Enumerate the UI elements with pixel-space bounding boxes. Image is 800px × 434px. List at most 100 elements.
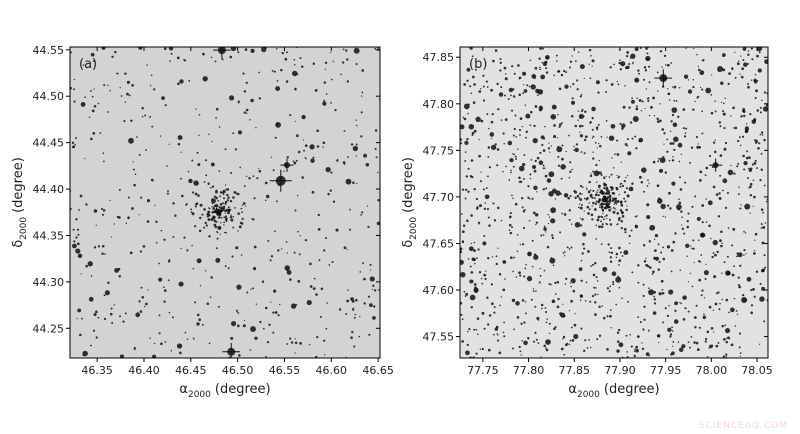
star	[195, 202, 199, 206]
star	[737, 139, 740, 143]
star	[286, 156, 289, 159]
star	[544, 60, 548, 64]
star	[742, 107, 746, 111]
star	[465, 188, 468, 191]
star	[646, 203, 650, 207]
star	[541, 143, 544, 147]
star	[633, 354, 636, 358]
star	[722, 55, 725, 58]
star	[632, 61, 634, 64]
star	[721, 324, 724, 328]
star	[594, 141, 597, 144]
star	[507, 140, 513, 146]
star	[683, 135, 687, 138]
star	[538, 106, 544, 111]
star	[609, 66, 612, 69]
star	[90, 137, 93, 141]
star	[647, 97, 650, 100]
star	[584, 299, 587, 302]
star	[236, 311, 239, 313]
star	[331, 261, 334, 264]
star	[185, 203, 188, 206]
star	[176, 343, 183, 349]
star	[355, 155, 358, 157]
star	[533, 185, 538, 191]
axis-subscript: 2000	[19, 217, 29, 240]
star	[628, 234, 631, 238]
star	[610, 173, 613, 176]
star	[725, 337, 727, 340]
star	[761, 241, 765, 245]
star	[698, 278, 702, 282]
star	[576, 88, 579, 91]
star	[480, 171, 482, 173]
star	[588, 338, 590, 341]
y-tick-label: 47.85	[423, 51, 455, 64]
star	[571, 115, 574, 118]
star	[513, 256, 515, 259]
star	[95, 336, 98, 339]
star	[330, 101, 332, 104]
star	[610, 309, 612, 311]
star	[620, 182, 623, 185]
star	[760, 168, 763, 171]
star	[658, 157, 660, 160]
star	[275, 122, 281, 128]
star	[525, 263, 527, 266]
star	[275, 200, 278, 203]
star	[127, 196, 130, 199]
star	[497, 206, 500, 210]
star	[629, 121, 633, 124]
star	[697, 68, 701, 72]
star	[258, 97, 262, 100]
star	[511, 298, 516, 303]
star	[488, 166, 491, 169]
star	[325, 327, 328, 330]
star	[215, 196, 218, 200]
star	[369, 263, 372, 266]
star	[570, 285, 572, 288]
star	[538, 57, 541, 60]
star	[712, 239, 718, 246]
star	[548, 332, 551, 335]
star	[490, 88, 493, 92]
star	[687, 281, 690, 283]
star	[472, 280, 474, 282]
star	[363, 302, 366, 305]
star	[635, 348, 639, 353]
star	[764, 222, 767, 224]
star	[377, 199, 380, 202]
star	[215, 189, 218, 192]
star	[732, 106, 735, 110]
star	[596, 218, 600, 222]
star	[228, 95, 235, 101]
star	[635, 107, 639, 111]
star	[705, 221, 708, 224]
star	[540, 356, 542, 358]
star	[275, 86, 281, 91]
star	[176, 56, 180, 60]
star	[125, 222, 127, 225]
star	[516, 234, 519, 236]
star	[724, 327, 731, 334]
star	[320, 287, 324, 290]
star	[623, 179, 626, 183]
star	[317, 213, 321, 217]
star	[154, 204, 156, 207]
star	[309, 285, 313, 288]
star	[735, 310, 738, 312]
star	[463, 103, 470, 110]
star	[719, 174, 722, 177]
star	[699, 70, 705, 76]
star	[731, 273, 735, 277]
star	[227, 267, 230, 270]
star	[460, 247, 463, 251]
star	[304, 156, 306, 159]
star	[462, 230, 465, 234]
star	[77, 233, 80, 236]
star	[727, 227, 730, 229]
star	[238, 225, 242, 229]
star	[463, 290, 466, 293]
star	[362, 262, 365, 264]
star	[674, 309, 677, 312]
